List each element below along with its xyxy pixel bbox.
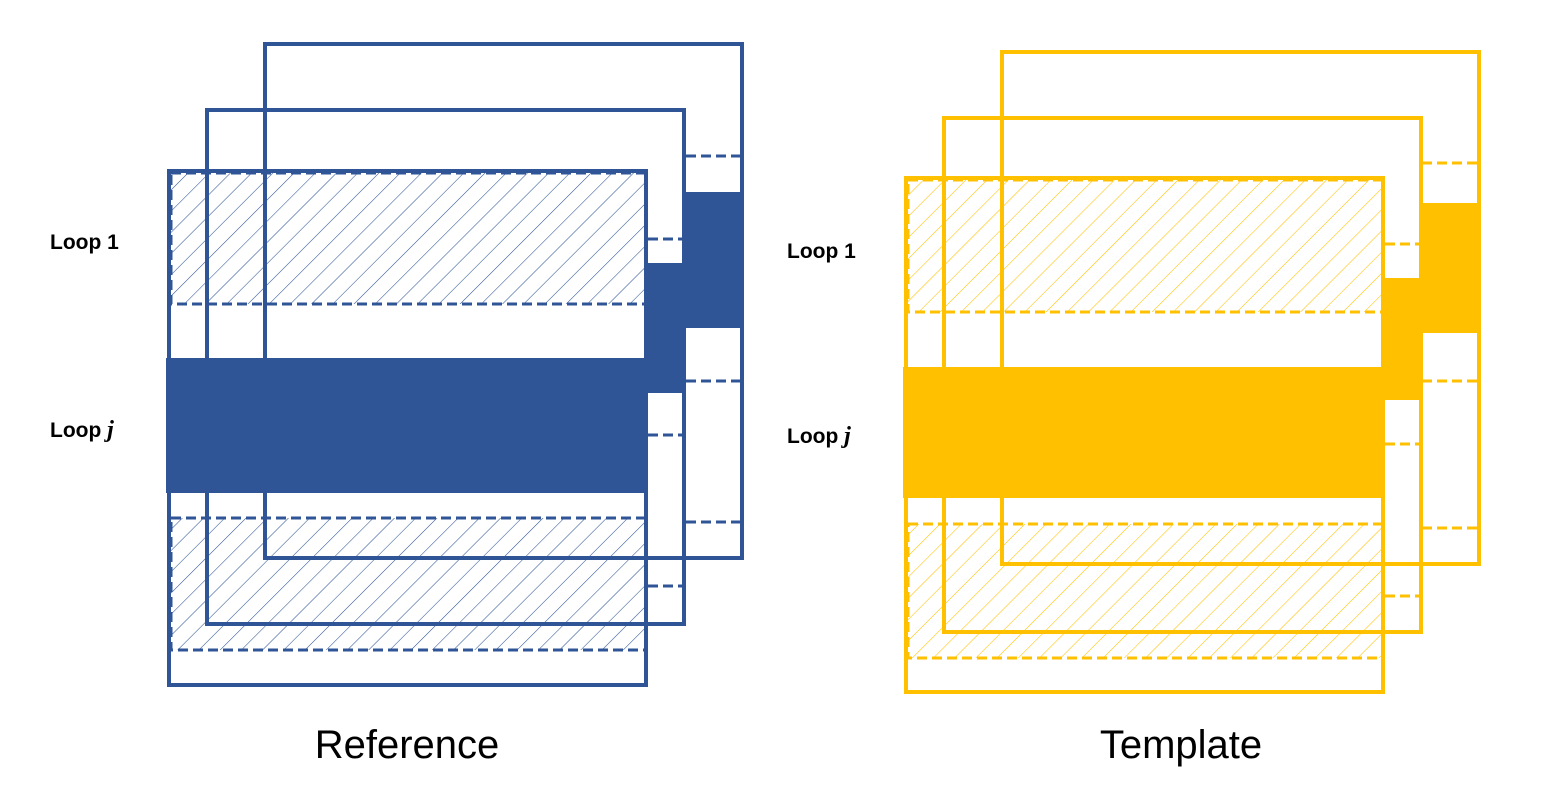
template-panel: Loop 1 Loop j Template (787, 50, 1481, 767)
template-middle-loop1-band (1383, 278, 1421, 400)
reference-loop1-label: Loop 1 (50, 231, 119, 254)
template-bottom-hatch (908, 524, 1383, 658)
template-back-loop1-band (1422, 203, 1479, 333)
reference-front-layer (166, 169, 648, 687)
reference-panel: Loop 1 Loop j Reference (50, 42, 744, 767)
reference-caption: Reference (315, 723, 500, 767)
template-loop1-label: Loop 1 (787, 240, 856, 263)
reference-back-loop1-band (686, 192, 742, 328)
reference-loop1-hatch (171, 173, 646, 304)
reference-middle-loop1-band (646, 263, 684, 393)
template-loop1-hatch (908, 180, 1383, 312)
template-front-layer (903, 176, 1385, 694)
reference-loopj-band (166, 358, 646, 493)
template-loopj-band (903, 367, 1383, 498)
reference-loopj-label: Loop j (50, 417, 114, 443)
reference-bottom-hatch (171, 518, 646, 650)
template-caption: Template (1100, 723, 1262, 767)
template-loopj-label: Loop j (787, 423, 851, 449)
